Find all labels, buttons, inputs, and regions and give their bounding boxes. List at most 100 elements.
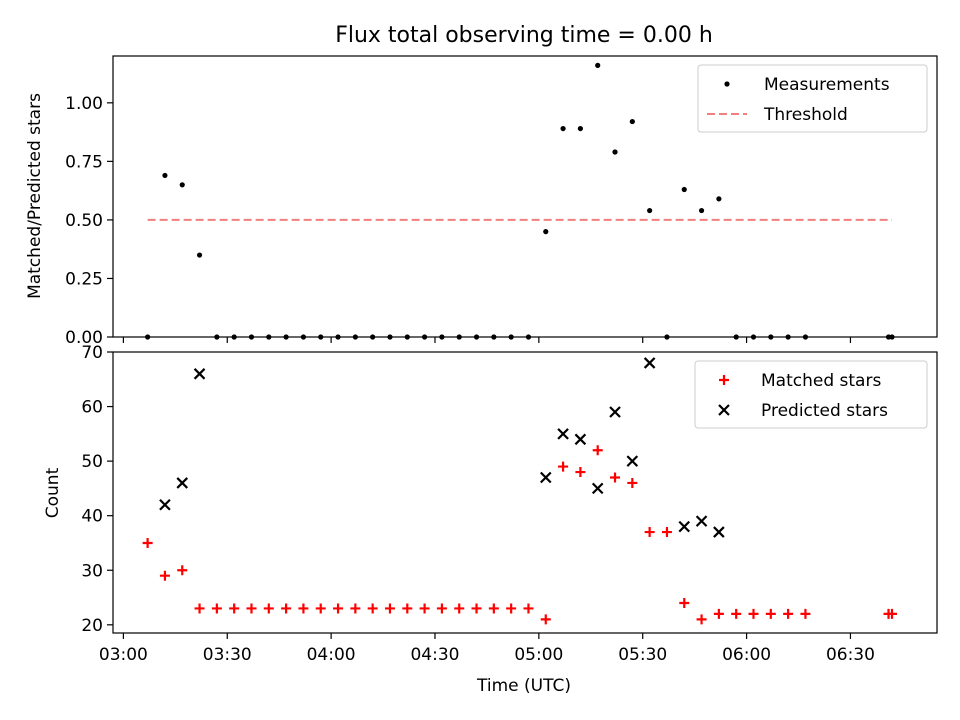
measurement-point [439,334,445,340]
series-matched-stars [142,445,897,625]
bottom-y-axis-label: Count [43,467,63,518]
predicted-stars-point [574,433,587,446]
matched-stars-point [177,565,188,576]
top-axes-frame [112,55,938,338]
predicted-stars-point [591,482,604,495]
x-tick-label: 03:00 [99,645,148,665]
x-tick-label: 05:00 [514,645,563,665]
bottom-legend: Matched stars Predicted stars [694,360,928,429]
bottom-axes-frame [112,351,938,634]
predicted-stars-point [695,515,708,527]
matched-stars-point [333,603,344,614]
legend-box [697,64,928,133]
top-y-axis-label: Matched/Predicted stars [25,93,45,299]
matched-stars-point [367,603,378,614]
measurement-point [733,334,739,340]
predicted-stars-point [643,357,656,369]
measurement-point [318,334,324,340]
measurement-point [681,186,687,193]
measurement-point [162,172,168,179]
measurement-point [768,334,774,340]
bottom-y-tick-label: 50 [81,452,103,472]
measurement-point [145,334,151,340]
measurement-point [335,334,341,340]
matched-stars-point [765,608,776,619]
measurement-point [543,229,549,235]
matched-stars-point [800,608,811,619]
matched-stars-point [627,477,638,488]
series-measurements [145,62,895,340]
legend-box [694,360,928,429]
measurement-point [647,207,653,214]
measurement-point [629,118,635,125]
measurement-point [664,334,670,340]
matched-stars-point [783,608,794,619]
measurement-point [560,125,566,132]
matched-stars-point [679,597,690,608]
x-axis-label: Time (UTC) [476,676,571,696]
x-tick-label: 04:00 [307,645,356,665]
x-tick-label: 04:30 [410,645,459,665]
measurement-point [473,334,480,340]
top-y-tick-label: 0.75 [65,152,103,172]
chart-title: Flux total observing time = 0.00 h [335,23,713,48]
x-tick-label: 06:30 [826,645,875,665]
matched-stars-point [713,608,724,619]
measurement-point [404,334,410,340]
matched-stars-point [471,603,482,614]
predicted-stars-point [539,471,552,484]
measurement-point [300,334,307,340]
matched-stars-point [731,608,742,619]
matched-stars-point [298,603,309,614]
predicted-stars-point [626,455,639,467]
bottom-y-tick-label: 40 [81,507,103,527]
predicted-stars-point [609,406,621,418]
measurement-point [421,334,428,340]
series-predicted-stars [159,357,725,538]
legend-label: Predicted stars [761,401,888,421]
top-y-tick-label: 0.00 [65,328,103,348]
matched-stars-point [159,570,170,581]
measurement-point [508,334,514,340]
measurement-point [387,334,393,340]
bottom-panel: Count Time (UTC) 20 30 40 50 60 70 03:00 03:30 0… [43,343,938,696]
legend-label: Measurements [764,75,890,95]
legend-plus-marker [719,375,729,385]
matched-stars-point [436,603,447,614]
legend-x-marker [718,404,730,416]
bottom-y-tick-label: 30 [81,561,103,581]
measurement-point [456,334,462,340]
matched-stars-point [263,603,274,614]
matched-stars-point [315,603,326,614]
predicted-stars-point [176,477,189,489]
predicted-stars-point [193,368,206,380]
matched-stars-point [506,603,517,614]
legend-dot-marker [724,81,730,87]
measurement-point [266,334,272,340]
top-y-tick-label: 0.50 [65,211,103,231]
top-legend: Measurements Threshold [697,64,928,133]
legend-label: Matched stars [761,371,881,391]
predicted-stars-point [678,520,691,533]
measurement-point [698,207,705,214]
matched-stars-point [488,603,499,614]
matched-stars-point [246,603,257,614]
measurement-point [577,125,583,132]
bottom-y-tick-label: 70 [81,343,103,363]
matched-stars-point [350,603,361,614]
measurement-point [802,334,809,340]
predicted-stars-point [159,498,171,511]
matched-stars-point [748,608,759,619]
top-panel: Matched/Predicted stars 0.00 0.25 0.50 0.75… [25,55,938,348]
measurement-point [352,334,358,340]
matched-stars-point [419,603,430,614]
bottom-y-tick-label: 20 [81,616,103,636]
measurement-point [231,334,237,340]
measurement-point [179,182,185,188]
measurement-point [716,196,722,202]
x-tick-label: 06:00 [722,645,771,665]
predicted-stars-point [557,428,569,440]
measurement-point [785,334,791,340]
matched-stars-point [384,603,395,614]
measurement-point [612,149,618,155]
